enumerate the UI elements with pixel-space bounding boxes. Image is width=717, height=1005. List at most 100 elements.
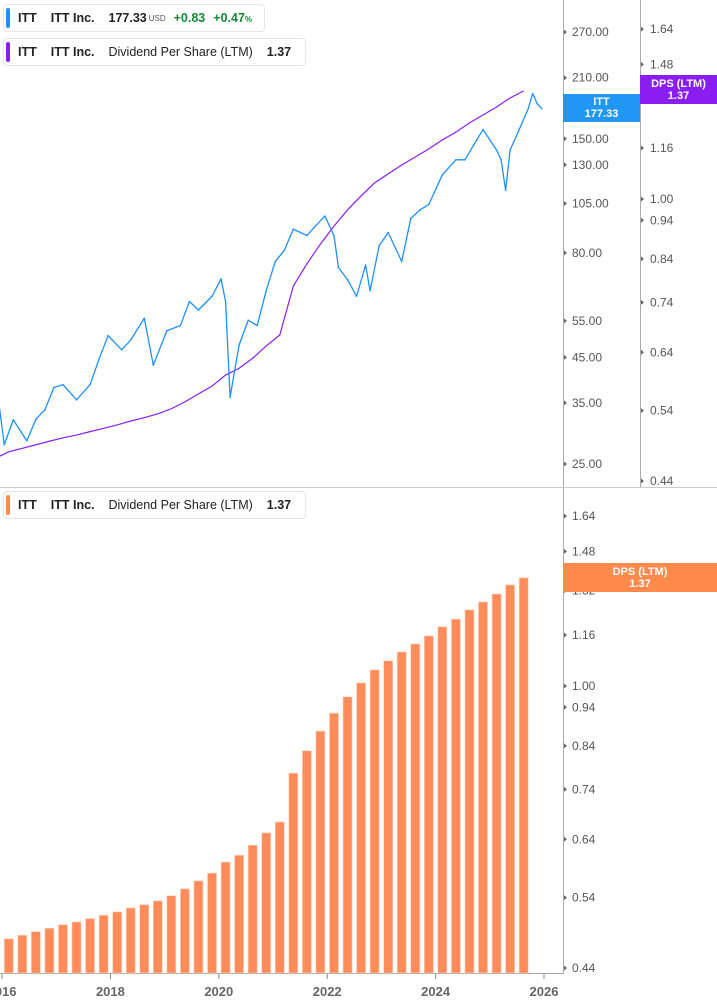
tick-mark <box>564 250 567 256</box>
price-badge-label: ITT <box>593 96 610 108</box>
tick-mark <box>564 162 567 168</box>
dps-bar <box>44 927 55 974</box>
tick-mark <box>564 461 567 467</box>
legend-ticker: ITT <box>18 11 37 25</box>
dps-bar-tick-label: 0.84 <box>572 739 596 753</box>
legend-ticker: ITT <box>18 45 37 59</box>
dps-bar <box>437 626 448 974</box>
price-point <box>166 329 168 332</box>
price-point <box>337 266 340 269</box>
dps-bar-tick-label: 0.94 <box>572 700 596 714</box>
tick-mark <box>564 513 567 519</box>
price-line <box>0 92 543 446</box>
price-point <box>378 244 380 247</box>
dps-tick-label: 1.48 <box>650 57 674 71</box>
price-legend[interactable]: ITT ITT Inc. 177.33 USD +0.83 +0.47% <box>3 4 266 32</box>
tick-mark <box>564 29 567 35</box>
dps-bar <box>220 861 231 974</box>
tick-mark <box>641 145 644 151</box>
dps-bar <box>478 601 488 974</box>
dps-bar <box>166 895 177 974</box>
x-tick-label: 2026 <box>530 984 559 999</box>
price-point <box>188 300 191 303</box>
x-tick-label: 2020 <box>204 984 233 999</box>
legend-change-pct: +0.47% <box>213 11 253 25</box>
tick-mark <box>641 408 644 414</box>
legend-ticker: ITT <box>18 498 37 512</box>
dps-bar <box>288 772 299 974</box>
tick-mark <box>564 786 567 792</box>
tick-mark <box>641 61 644 67</box>
tick-mark <box>564 836 567 842</box>
dps-bar <box>112 911 122 974</box>
dps-bar-tick-label: 1.00 <box>572 679 596 693</box>
dps-bar <box>518 577 529 974</box>
dps-bar <box>234 854 244 974</box>
price-point <box>107 334 109 337</box>
price-point <box>509 149 511 151</box>
price-tick-label: 45.00 <box>572 350 602 364</box>
legend-company: ITT Inc. <box>50 11 95 25</box>
price-point <box>143 317 146 320</box>
price-point <box>324 215 326 217</box>
dps-bar-tick-label: 1.64 <box>572 509 596 523</box>
tick-mark <box>641 478 644 484</box>
dps-bar <box>85 918 95 974</box>
tick-mark <box>641 299 644 305</box>
dps-badge-value: 1.37 <box>667 89 690 102</box>
price-point <box>473 143 475 146</box>
tick-mark <box>564 548 567 554</box>
price-point <box>53 386 55 389</box>
dps-legend-bottom[interactable]: ITT ITT Inc. Dividend Per Share (LTM) 1.… <box>3 491 307 519</box>
dps-line <box>0 90 524 457</box>
dps-bar <box>356 682 366 974</box>
price-point <box>292 228 295 230</box>
dps-bar <box>342 696 353 974</box>
price-tick-label: 105.00 <box>572 197 609 211</box>
legend-value: 1.37 <box>266 498 292 512</box>
legend-price: 177.33 <box>108 11 147 25</box>
tick-mark <box>641 196 644 202</box>
price-point <box>233 369 236 372</box>
dps-bar-tick-label: 1.48 <box>572 544 596 558</box>
price-point <box>500 159 502 161</box>
price-point <box>464 159 466 161</box>
dps-legend-top[interactable]: ITT ITT Inc. Dividend Per Share (LTM) 1.… <box>3 38 307 66</box>
price-point <box>504 189 507 192</box>
tick-mark <box>564 632 567 638</box>
price-point <box>306 234 308 237</box>
tick-mark <box>641 256 644 262</box>
price-tick-label: 55.00 <box>572 314 602 328</box>
price-point <box>0 409 1 411</box>
price-tick-label: 80.00 <box>572 246 602 260</box>
price-point <box>3 443 6 446</box>
dps-tick-label: 0.74 <box>650 295 674 309</box>
price-point <box>387 231 389 234</box>
dps-bar <box>396 651 407 974</box>
dps-bar <box>261 832 272 974</box>
price-point <box>265 289 268 292</box>
price-point <box>518 128 520 131</box>
price-point <box>400 260 403 263</box>
dps-badge-label: DPS (LTM) <box>612 565 668 578</box>
dps-bar <box>207 872 217 974</box>
dps-bar <box>31 931 41 974</box>
price-badge: ITT 177.33 <box>563 94 640 122</box>
price-point <box>89 383 91 386</box>
price-point <box>441 174 444 176</box>
tick-mark <box>564 683 567 689</box>
price-tick-label: 210.00 <box>572 71 609 85</box>
tick-mark <box>564 400 567 406</box>
tick-mark <box>641 349 644 355</box>
price-tick-label: 25.00 <box>572 457 602 471</box>
dps-badge-top: DPS (LTM) 1.37 <box>640 75 717 104</box>
legend-change: +0.83 <box>173 11 206 25</box>
dps-bar <box>274 821 285 974</box>
dps-bar <box>369 669 380 974</box>
dps-bar-tick-label: 1.16 <box>572 628 596 642</box>
tick-mark <box>564 704 567 710</box>
price-point <box>355 295 358 298</box>
dps-bar <box>329 712 339 974</box>
dps-tick-label: 0.44 <box>650 474 674 488</box>
tick-mark <box>564 201 567 207</box>
